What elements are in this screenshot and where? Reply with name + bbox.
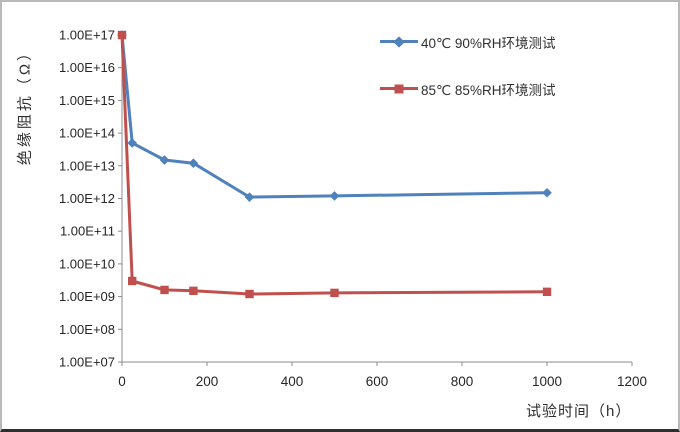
legend-line-swatch-red	[380, 84, 418, 93]
data-point-diamond	[159, 155, 170, 165]
legend-label-series1: 40℃ 90%RH环境测试	[421, 35, 556, 51]
y-tick-label: 1.00E+15	[59, 93, 115, 108]
y-tick-label: 1.00E+12	[59, 191, 115, 206]
data-point-diamond	[127, 138, 137, 148]
data-point-square	[330, 288, 339, 298]
data-point-square	[245, 289, 254, 299]
y-tick-label: 1.00E+13	[59, 158, 115, 173]
y-tick-label: 1.00E+16	[59, 60, 115, 75]
square-marker-icon	[394, 84, 404, 93]
x-tick-label: 400	[281, 374, 304, 389]
x-tick-label: 600	[366, 374, 389, 389]
y-tick-label: 1.00E+17	[59, 28, 115, 43]
data-point-diamond	[244, 192, 255, 202]
data-point-square	[189, 286, 198, 296]
data-point-square	[128, 276, 137, 286]
data-point-square	[542, 287, 552, 297]
data-point-diamond	[188, 158, 199, 169]
x-axis-title: 试验时间（h）	[526, 403, 632, 420]
legend-line-swatch-blue	[380, 35, 418, 48]
y-tick-label: 1.00E+08	[59, 322, 115, 337]
legend-item-series2: 85℃ 85%RH环境测试	[380, 80, 556, 98]
y-tick-label: 1.00E+11	[60, 224, 115, 239]
legend: 40℃ 90%RH环境测试 85℃ 85%RH环境测试	[380, 33, 555, 127]
data-point-square	[160, 285, 169, 295]
legend-label-series2: 85℃ 85%RH环境测试	[421, 82, 556, 98]
x-tick-label: 800	[451, 374, 474, 389]
x-tick-label: 1000	[532, 374, 562, 389]
y-tick-label: 1.00E+14	[59, 126, 115, 141]
x-tick-label: 0	[118, 374, 126, 389]
y-tick-label: 1.00E+10	[59, 256, 115, 271]
data-point-diamond	[542, 187, 552, 198]
legend-item-series1: 40℃ 90%RH环境测试	[380, 33, 556, 51]
y-tick-label: 1.00E+09	[59, 289, 115, 304]
y-tick-label: 1.00E+07	[59, 355, 115, 370]
data-point-square	[117, 30, 127, 40]
y-axis-title: 绝缘阻抗（Ω）	[16, 42, 34, 166]
diamond-marker-icon	[393, 35, 405, 48]
x-tick-label: 200	[196, 374, 219, 389]
x-tick-label: 1200	[617, 374, 647, 389]
data-point-diamond	[329, 191, 340, 201]
